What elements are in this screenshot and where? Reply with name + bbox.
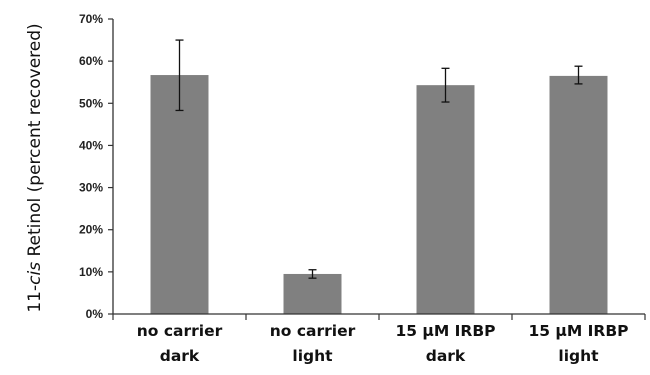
y-tick-label-6: 60%	[79, 54, 103, 68]
y-axis-label-prefix: 11-	[25, 285, 45, 313]
x-tick-label-2-0: 15 μM IRBP	[395, 322, 495, 340]
error-bar-3	[574, 65, 583, 85]
bar-1	[283, 273, 342, 314]
y-ticks-layer: 0% 10% 20% 30% 40% 50% 60% 70%	[79, 12, 113, 321]
y-axis-label-suffix: Retinol (percent recovered)	[25, 23, 45, 262]
x-tick-label-2-1: dark	[426, 347, 466, 365]
error-bar-2	[441, 67, 450, 103]
y-tick-label-2: 20%	[79, 223, 103, 237]
bar-3	[549, 75, 608, 315]
y-tick-label-7: 70%	[79, 12, 103, 26]
error-bar-1	[308, 269, 317, 279]
x-tick-label-0-1: dark	[160, 347, 200, 365]
x-tick-label-3-1: light	[558, 347, 599, 365]
error-bars-layer	[175, 39, 583, 279]
x-tick-label-1-0: no carrier	[270, 322, 356, 340]
y-tick-label-4: 40%	[79, 138, 103, 152]
error-bar-0	[175, 39, 184, 112]
y-axis-label: 11-cis Retinol (percent recovered)	[25, 23, 45, 312]
bar-0	[150, 75, 209, 314]
x-tick-label-3-0: 15 μM IRBP	[528, 322, 628, 340]
svg-text:11-cis Retinol (percent recove: 11-cis Retinol (percent recovered)	[25, 23, 45, 312]
y-tick-label-5: 50%	[79, 96, 103, 110]
y-tick-label-0: 0%	[86, 307, 104, 321]
x-tick-label-0-0: no carrier	[137, 322, 223, 340]
axes-layer	[112, 19, 646, 320]
bars-layer	[150, 75, 608, 315]
x-tick-label-1-1: light	[292, 347, 333, 365]
x-labels-layer: no carrier dark no carrier light 15 μM IRBP d…	[137, 322, 629, 365]
y-axis-label-italic: cis	[25, 262, 45, 285]
y-tick-label-3: 30%	[79, 181, 103, 195]
y-tick-label-1: 10%	[79, 265, 103, 279]
bar-2	[416, 85, 475, 315]
